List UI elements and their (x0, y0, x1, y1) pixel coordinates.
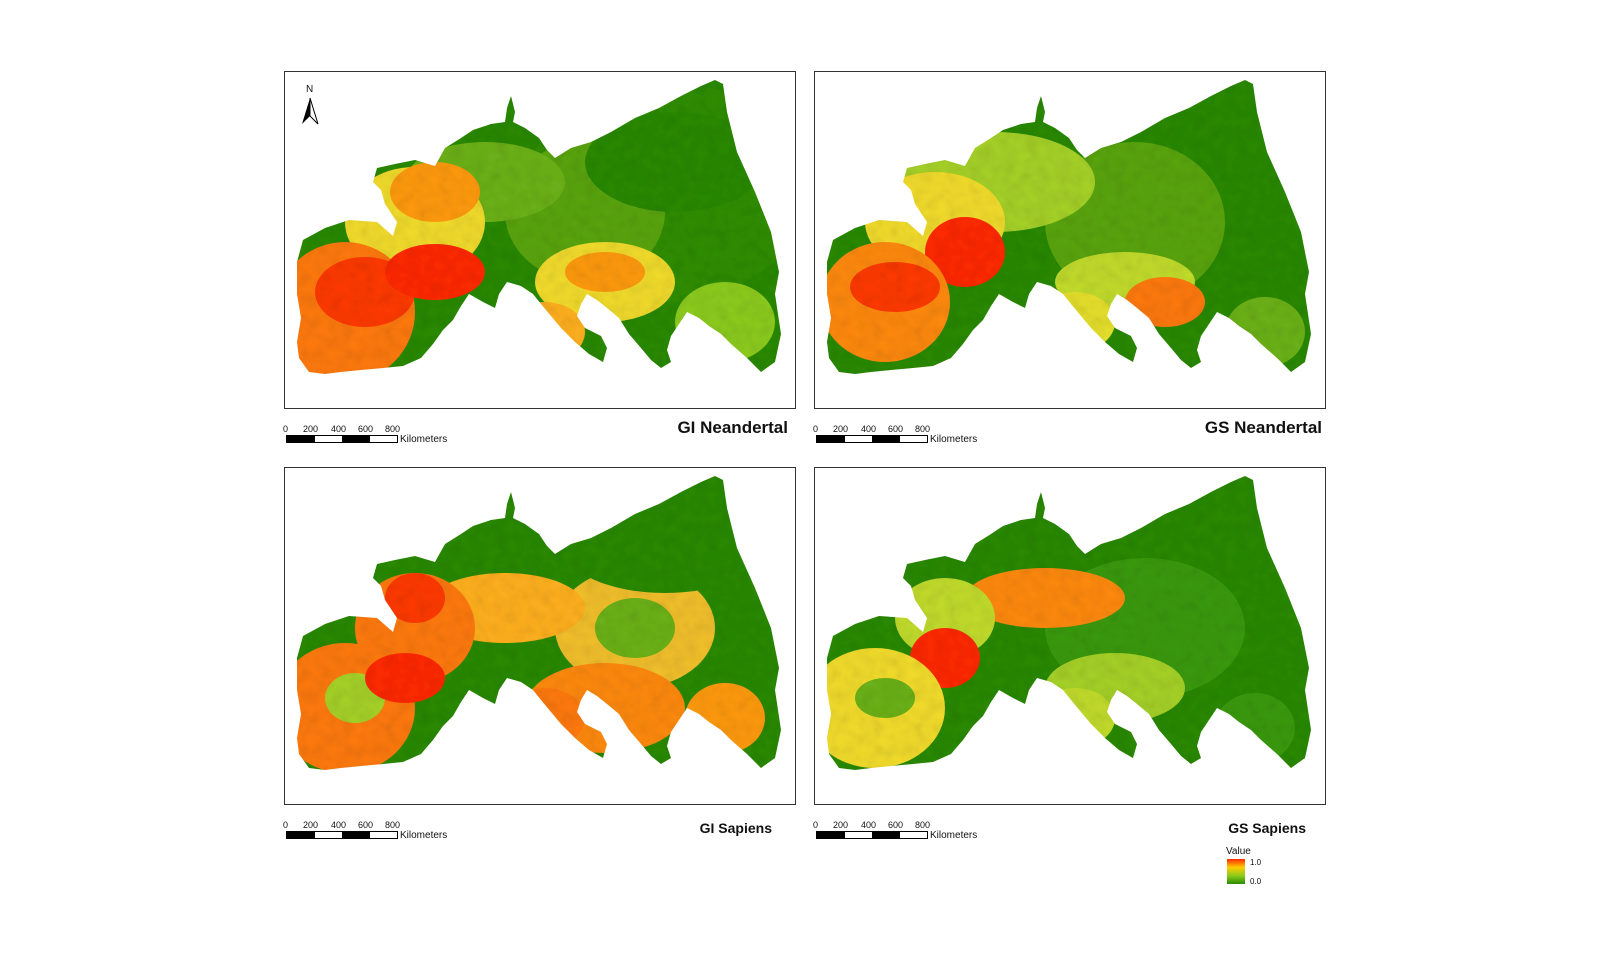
scale-tick: 400 (860, 820, 877, 830)
scale-tick: 200 (302, 424, 319, 434)
map-europe (815, 72, 1326, 409)
map-europe (285, 72, 796, 409)
scale-tick: 0 (282, 820, 289, 830)
scale-tick: 400 (860, 424, 877, 434)
map-title: GI Neandertal (677, 418, 788, 437)
scale-tick: 600 (357, 424, 374, 434)
scale-bar: 0 200 400 600 800 Kilometers (282, 424, 464, 454)
legend-high-label: 1.0 (1250, 858, 1262, 867)
scale-tick: 0 (812, 424, 819, 434)
scale-tick: 800 (914, 820, 931, 830)
scale-tick: 0 (812, 820, 819, 830)
map-europe (815, 468, 1326, 805)
scale-tick: 600 (887, 424, 904, 434)
map-title: GS Sapiens (1228, 820, 1306, 836)
map-panel-gs-sapiens (814, 467, 1326, 805)
map-panel-gs-neandertal (814, 71, 1326, 409)
scale-tick: 800 (384, 820, 401, 830)
scale-bar: 0 200 400 600 800 Kilometers (812, 424, 994, 454)
scale-bar: 0 200 400 600 800 Kilometers (282, 820, 464, 850)
north-label: N (306, 84, 314, 95)
scale-unit: Kilometers (930, 830, 978, 841)
legend: Value 1.0 0.0 (1226, 846, 1296, 896)
scale-unit: Kilometers (400, 434, 448, 445)
map-title: GS Neandertal (1204, 418, 1322, 437)
scale-tick: 600 (357, 820, 374, 830)
scale-tick: 400 (330, 820, 347, 830)
legend-low-label: 0.0 (1250, 877, 1262, 886)
scale-tick: 400 (330, 424, 347, 434)
scale-tick: 200 (832, 820, 849, 830)
map-title: GI Sapiens (699, 820, 772, 836)
north-arrow: N (300, 84, 320, 126)
scale-tick: 0 (282, 424, 289, 434)
scale-tick: 200 (302, 820, 319, 830)
north-arrow-icon (302, 97, 319, 125)
scale-tick: 200 (832, 424, 849, 434)
scale-unit: Kilometers (930, 434, 978, 445)
legend-color-ramp (1227, 859, 1245, 884)
legend-title: Value (1226, 846, 1251, 857)
scale-tick: 800 (384, 424, 401, 434)
scale-tick: 800 (914, 424, 931, 434)
map-panel-gi-sapiens (284, 467, 796, 805)
map-panel-gi-neandertal (284, 71, 796, 409)
scale-bar: 0 200 400 600 800 Kilometers (812, 820, 994, 850)
map-europe (285, 468, 796, 805)
scale-tick: 600 (887, 820, 904, 830)
scale-unit: Kilometers (400, 830, 448, 841)
